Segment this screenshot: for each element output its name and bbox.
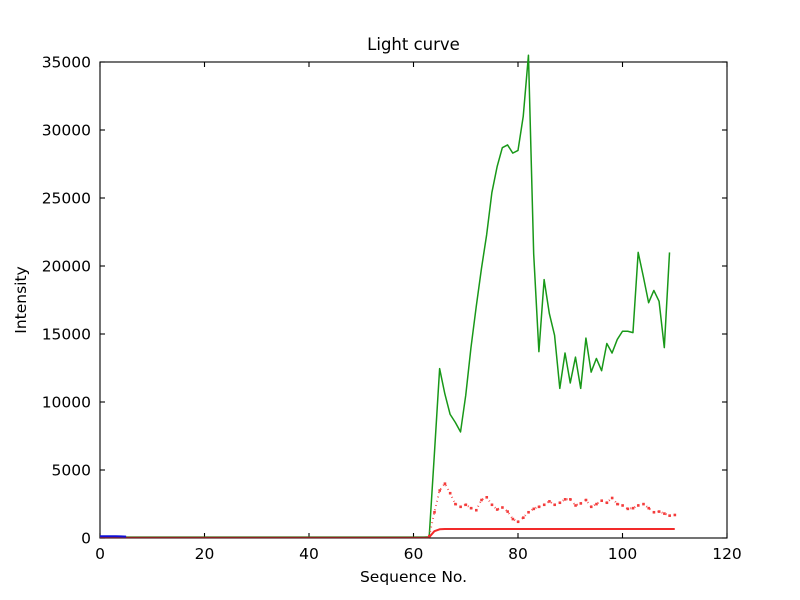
series-point-red-dotted-curve bbox=[636, 504, 640, 507]
series-point-red-dotted-curve bbox=[563, 498, 567, 501]
y-tick-label: 15000 bbox=[42, 326, 91, 344]
y-tick-label: 5000 bbox=[52, 462, 91, 480]
data-series-group bbox=[100, 54, 677, 539]
series-point-red-dotted-curve bbox=[495, 508, 499, 511]
series-point-red-dotted-curve bbox=[469, 506, 473, 510]
y-tick-label: 25000 bbox=[42, 190, 91, 208]
series-point-red-dotted-curve bbox=[647, 506, 651, 510]
series-point-red-dotted-curve bbox=[673, 513, 677, 517]
series-point-red-dotted-curve bbox=[506, 510, 509, 513]
series-point-red-dotted-curve bbox=[626, 507, 630, 511]
series-point-red-dotted-curve bbox=[537, 505, 541, 509]
series-point-red-dotted-curve bbox=[433, 510, 436, 514]
x-tick-label: 0 bbox=[95, 545, 105, 563]
x-tick-label: 20 bbox=[195, 545, 215, 563]
y-axis-label: Intensity bbox=[12, 266, 30, 333]
y-tick-label: 35000 bbox=[42, 54, 91, 72]
series-point-red-dotted-curve bbox=[480, 498, 483, 502]
series-point-red-dotted-curve bbox=[579, 502, 583, 505]
series-point-red-dotted-curve bbox=[574, 504, 577, 507]
x-axis-ticks: 0 20 40 60 80 100 120 bbox=[95, 62, 742, 563]
series-point-red-dotted-curve bbox=[569, 498, 572, 501]
x-tick-label: 100 bbox=[608, 545, 638, 563]
series-point-red-dotted-curve bbox=[663, 512, 666, 515]
series-point-red-dotted-curve bbox=[595, 502, 598, 506]
x-tick-label: 40 bbox=[299, 545, 319, 563]
x-tick-label: 60 bbox=[404, 545, 424, 563]
series-point-red-dotted-curve bbox=[657, 510, 661, 513]
y-tick-label: 20000 bbox=[42, 258, 91, 276]
series-point-red-dotted-curve bbox=[631, 506, 635, 510]
y-tick-label: 0 bbox=[81, 530, 91, 548]
series-point-red-dotted-curve bbox=[616, 502, 619, 506]
series-point-red-dotted-curve bbox=[553, 503, 556, 507]
series-point-red-dotted-curve bbox=[438, 489, 442, 492]
chart-title: Light curve bbox=[367, 35, 460, 54]
series-point-red-dotted-curve bbox=[610, 496, 614, 500]
x-axis-label: Sequence No. bbox=[360, 568, 467, 586]
series-point-red-dotted-curve bbox=[589, 505, 593, 509]
series-point-red-dotted-curve bbox=[605, 501, 609, 505]
series-point-red-dotted-curve bbox=[522, 516, 525, 519]
y-axis-ticks: 0 5000 10000 15000 20000 25000 30000 35000 bbox=[42, 54, 727, 548]
series-point-red-dotted-curve bbox=[548, 500, 551, 503]
x-tick-label: 80 bbox=[508, 545, 528, 563]
series-point-red-dotted-curve bbox=[443, 482, 447, 485]
series-point-red-dotted-curve bbox=[516, 520, 520, 524]
y-tick-label: 10000 bbox=[42, 394, 91, 412]
series-point-red-dotted-curve bbox=[558, 501, 562, 505]
series-point-red-dotted-curve bbox=[668, 514, 671, 517]
series-point-red-dotted-curve bbox=[584, 498, 588, 502]
series-point-red-dotted-curve bbox=[454, 502, 457, 506]
series-path-red-solid-line bbox=[428, 528, 675, 538]
y-tick-label: 30000 bbox=[42, 122, 91, 140]
series-point-red-dotted-curve bbox=[511, 517, 515, 521]
series-point-red-dotted-curve bbox=[532, 507, 536, 511]
series-point-red-dotted-curve bbox=[464, 503, 468, 507]
x-tick-label: 120 bbox=[712, 545, 742, 563]
